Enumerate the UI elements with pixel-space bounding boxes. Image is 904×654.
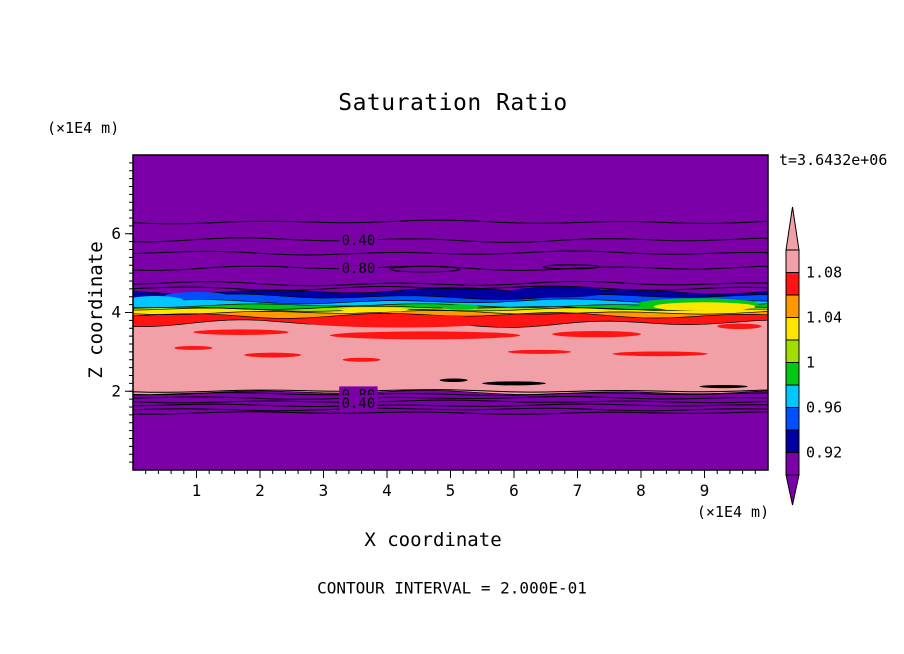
x-tick-label: 2 [255,481,265,500]
colorbar: 1.08 1.04 1 0.96 0.92 [785,206,842,506]
colorbar-segment [785,249,800,273]
x-tick-label: 4 [382,481,392,500]
y-axis-title: Z coordinate [85,241,107,379]
colorbar-segment [785,317,800,341]
y-axis-unit-label: (×1E4 m) [47,119,120,137]
time-annotation: t=3.6432e+06 [779,151,888,169]
colorbar-tick-label: 1 [806,354,815,372]
colorbar-segment [785,384,800,408]
colorbar-bottom-arrow [785,474,800,506]
colorbar-segment [785,407,800,431]
x-tick-label: 6 [509,481,519,500]
x-tick-label: 9 [700,481,710,500]
x-tick-label: 5 [446,481,456,500]
y-tick-label: 6 [111,224,121,243]
colorbar-segment [785,339,800,363]
colorbar-segment [785,362,800,386]
contour-line-label: 0.40 [342,233,376,249]
colorbar-segment [785,294,800,318]
x-axis-unit-label: (×1E4 m) [696,503,770,521]
colorbar-tick-label: 1.08 [806,264,842,282]
y-tick-label: 2 [111,381,121,400]
contour-line-label: 0.40 [342,396,376,412]
contour-interval-label: CONTOUR INTERVAL = 2.000E-01 [317,578,587,598]
x-tick-label: 3 [319,481,329,500]
axis-ticks [125,162,756,478]
colorbar-tick-label: 1.04 [806,309,842,327]
chart-title: Saturation Ratio [338,90,568,116]
colorbar-tick-label: 0.92 [806,444,842,462]
x-axis-title: X coordinate [364,529,502,551]
colorbar-segment [785,429,800,453]
colorbar-segment [785,452,800,476]
plot-field: 0.400.800.800.40 [133,155,768,470]
colorbar-segment [785,272,800,296]
colorbar-top-arrow [785,206,800,251]
x-tick-label: 7 [573,481,583,500]
contour-line-label: 0.80 [342,261,376,277]
axis-tick-labels: 1 2 3 4 5 6 7 8 9 2 4 6 [111,224,709,500]
y-tick-label: 4 [111,303,121,322]
x-tick-label: 1 [192,481,202,500]
x-tick-label: 8 [636,481,646,500]
colorbar-tick-label: 0.96 [806,399,842,417]
